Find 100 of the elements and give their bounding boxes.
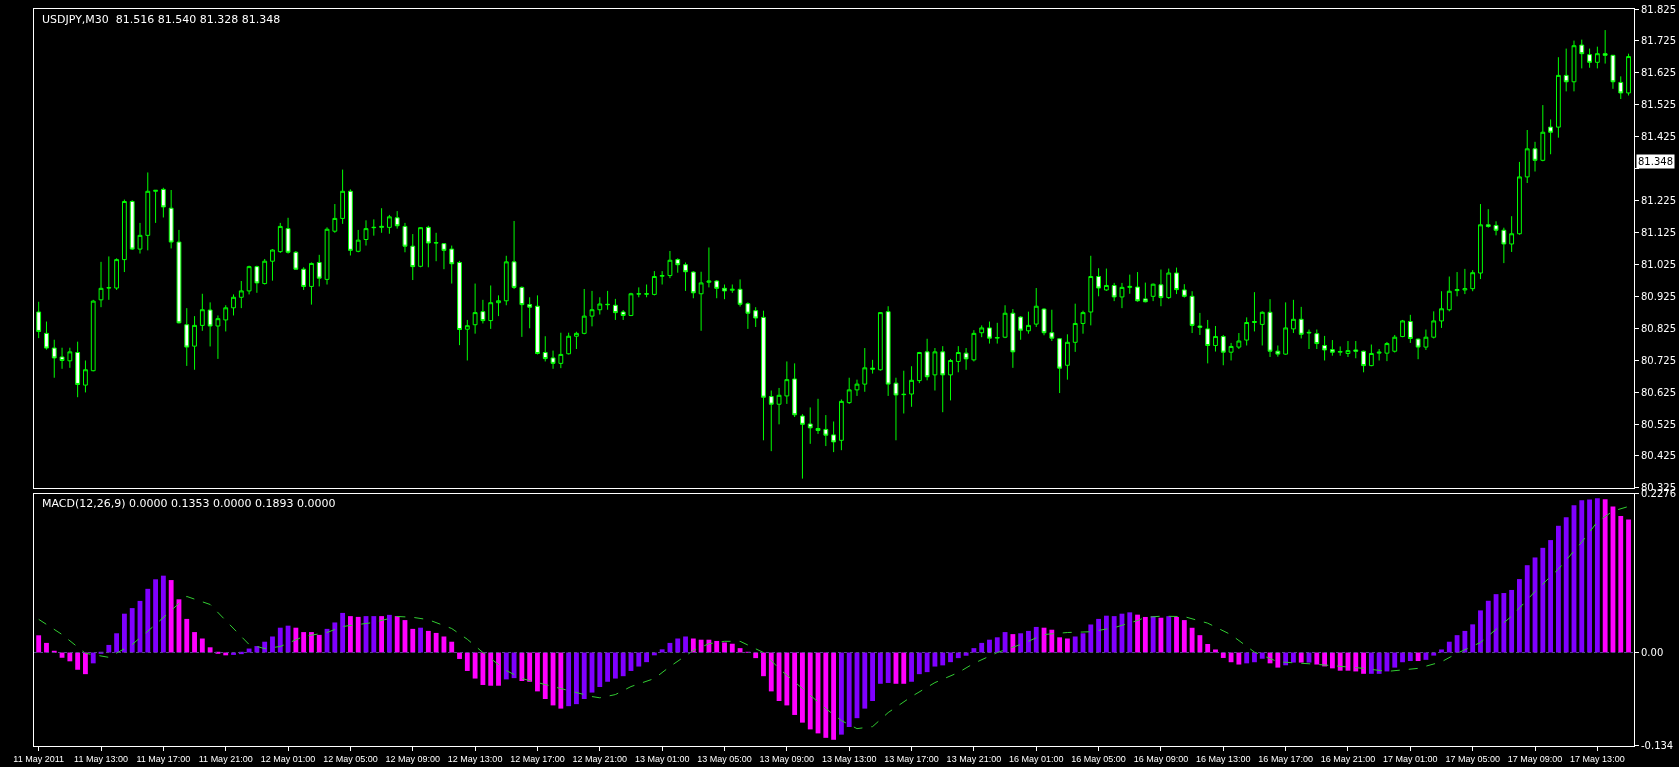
x-tick-label: 12 May 21:00	[572, 753, 628, 764]
candlestick	[1135, 271, 1140, 303]
candlestick	[955, 345, 961, 373]
bar	[1329, 652, 1335, 669]
candlestick	[784, 360, 790, 405]
candlestick	[1353, 340, 1359, 359]
candlestick	[340, 169, 346, 225]
candlestick	[1259, 310, 1265, 346]
y-tick-label: 0.00	[1641, 647, 1664, 659]
bar	[199, 638, 205, 653]
bar	[792, 652, 798, 715]
candlestick	[698, 271, 704, 332]
bar	[722, 642, 727, 653]
candlestick	[160, 187, 166, 218]
candlestick	[83, 359, 88, 393]
candlestick	[207, 301, 213, 347]
candlestick	[1626, 53, 1631, 97]
candlestick	[1298, 306, 1304, 339]
bar	[1189, 627, 1195, 653]
bar	[846, 652, 852, 728]
x-tick-label: 16 May 09:00	[1133, 753, 1189, 764]
bar	[519, 652, 525, 681]
candlestick	[636, 286, 642, 298]
bar	[1065, 638, 1070, 653]
bar	[293, 627, 299, 653]
x-tick-label: 17 May 13:00	[1570, 753, 1625, 764]
candlestick	[737, 278, 743, 308]
candlestick	[831, 420, 837, 453]
candlestick	[246, 265, 252, 295]
candlestick	[1501, 227, 1507, 264]
candlestick	[1571, 40, 1577, 92]
candlestick	[1205, 319, 1211, 364]
candlestick	[753, 306, 759, 328]
candlestick	[1446, 276, 1452, 312]
candlestick	[238, 280, 244, 309]
y-tick-label: 80.525	[1641, 418, 1676, 430]
bar	[683, 636, 688, 653]
candlestick	[1041, 307, 1047, 336]
bar	[1259, 652, 1265, 659]
bar	[1166, 616, 1172, 653]
candlestick	[67, 347, 73, 369]
candlestick	[1236, 332, 1242, 350]
candlestick	[386, 214, 392, 235]
candlestick	[1228, 342, 1234, 361]
bar	[729, 643, 735, 653]
y-tick-label: 81.725	[1641, 35, 1676, 47]
bar	[1135, 614, 1140, 653]
candlestick	[558, 332, 564, 369]
bar	[979, 642, 985, 653]
bar	[1291, 652, 1296, 663]
bar	[449, 641, 455, 653]
bar	[644, 652, 649, 663]
candlestick	[1283, 301, 1289, 356]
candlestick	[277, 222, 283, 254]
candlestick	[410, 233, 416, 281]
candlestick	[98, 261, 104, 308]
bar	[527, 652, 533, 682]
candlestick	[620, 309, 626, 321]
candlestick	[1548, 118, 1554, 155]
x-tick-label: 11 May 17:00	[136, 753, 191, 764]
candlestick	[722, 284, 727, 300]
x-tick-label: 12 May 17:00	[510, 753, 565, 764]
bar	[503, 652, 509, 680]
candlestick	[441, 242, 447, 270]
bar	[862, 652, 868, 709]
candlestick	[394, 210, 400, 230]
candlestick	[1244, 316, 1250, 346]
candlestick	[1142, 282, 1148, 303]
candlestick	[199, 293, 205, 332]
bar	[332, 622, 338, 653]
bar	[1213, 649, 1218, 653]
bar	[1205, 644, 1211, 653]
y-tick-label: 80.725	[1641, 354, 1676, 366]
candlestick	[1431, 310, 1437, 339]
candlestick	[1096, 267, 1101, 297]
candlestick	[807, 406, 813, 445]
bar	[121, 613, 127, 653]
candlestick	[36, 301, 42, 339]
candlestick	[1213, 325, 1218, 353]
candlestick	[690, 270, 696, 299]
bar	[379, 616, 384, 653]
candlestick	[457, 260, 462, 346]
candlestick	[924, 338, 930, 381]
bar	[488, 652, 494, 686]
bar	[1018, 633, 1024, 653]
bar	[971, 648, 977, 653]
candlestick	[932, 347, 938, 391]
candlestick	[877, 311, 883, 372]
candlestick	[1509, 215, 1515, 253]
candlestick	[574, 331, 579, 350]
candlestick	[215, 314, 221, 360]
candlestick	[683, 261, 688, 292]
candlestick	[916, 351, 922, 384]
candlestick	[75, 341, 81, 398]
bar	[67, 652, 73, 662]
candlestick	[971, 329, 977, 362]
candlestick	[1197, 312, 1203, 336]
bar	[597, 652, 603, 687]
candlestick	[1555, 56, 1561, 139]
bar	[1220, 652, 1226, 658]
